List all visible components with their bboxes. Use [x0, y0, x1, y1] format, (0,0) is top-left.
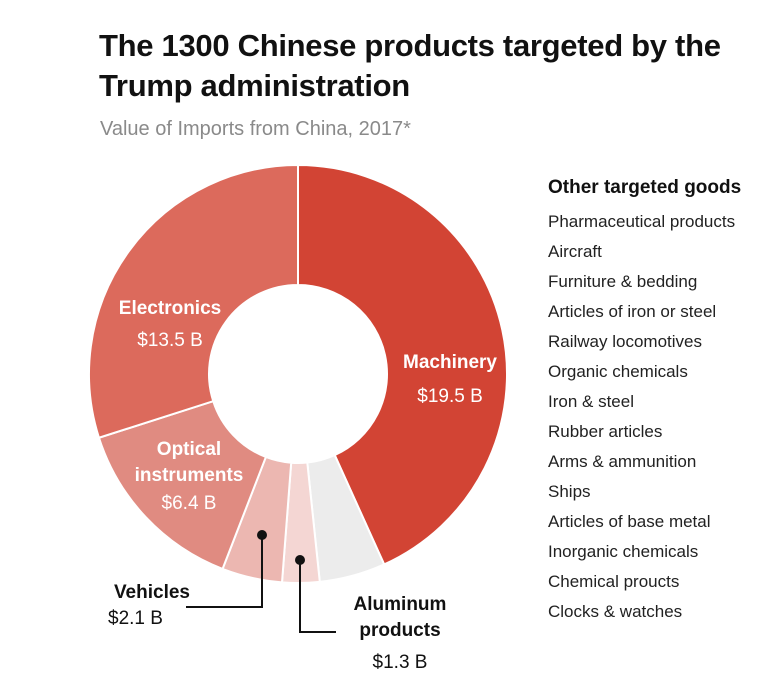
optical-instruments-value: $6.4 B [161, 493, 217, 514]
optical-instruments-label: Optical instruments $6.4 B [124, 437, 254, 517]
aluminum-leader-dot [295, 555, 305, 565]
legend-list: Pharmaceutical products Aircraft Furnitu… [548, 207, 735, 627]
donut-slice-machinery [297, 163, 508, 566]
aluminum-leader-line [299, 560, 336, 633]
legend-item: Articles of iron or steel [548, 302, 717, 321]
legend-item: Aircraft [548, 242, 602, 261]
donut-slice-optical-instruments [97, 399, 268, 571]
legend-item: Inorganic chemicals [548, 542, 699, 561]
legend-item: Ships [548, 482, 591, 501]
legend-item: Organic chemicals [548, 362, 688, 381]
vehicles-leader-dot [257, 530, 267, 540]
machinery-label: Machinery $19.5 B [380, 350, 520, 410]
electronics-value: $13.5 B [137, 330, 203, 351]
optical-instruments-name: Optical instruments [134, 439, 244, 486]
legend-item: Arms & ammunition [548, 452, 697, 471]
donut-slice-electronics [88, 163, 299, 440]
legend-item: Railway locomotives [548, 332, 702, 351]
legend-item: Rubber articles [548, 422, 663, 441]
vehicles-name: Vehicles [113, 582, 190, 603]
electronics-label: Electronics $13.5 B [100, 296, 240, 354]
vehicles-label: Vehicles $2.1 B [90, 580, 190, 632]
machinery-value: $19.5 B [417, 386, 483, 407]
vehicles-leader-line [186, 535, 263, 608]
legend-item: Furniture & bedding [548, 272, 698, 291]
legend-item: Iron & steel [548, 392, 634, 411]
electronics-name: Electronics [118, 298, 222, 319]
machinery-name: Machinery [403, 352, 497, 373]
aluminum-products-label: Aluminum products $1.3 B [340, 592, 460, 676]
legend-title: Other targeted goods [548, 177, 742, 198]
legend-item: Chemical proucts [548, 572, 680, 591]
legend-item: Pharmaceutical products [548, 212, 736, 231]
legend-item: Clocks & watches [548, 602, 683, 621]
aluminum-products-name: Aluminum products [353, 594, 447, 641]
aluminum-products-value: $1.3 B [372, 652, 428, 673]
legend-item: Articles of base metal [548, 512, 711, 531]
chart-title: The 1300 Chinese products targeted by th… [99, 28, 721, 103]
vehicles-value: $2.1 B [108, 608, 163, 629]
chart-subtitle: Value of Imports from China, 2017* [100, 118, 411, 140]
